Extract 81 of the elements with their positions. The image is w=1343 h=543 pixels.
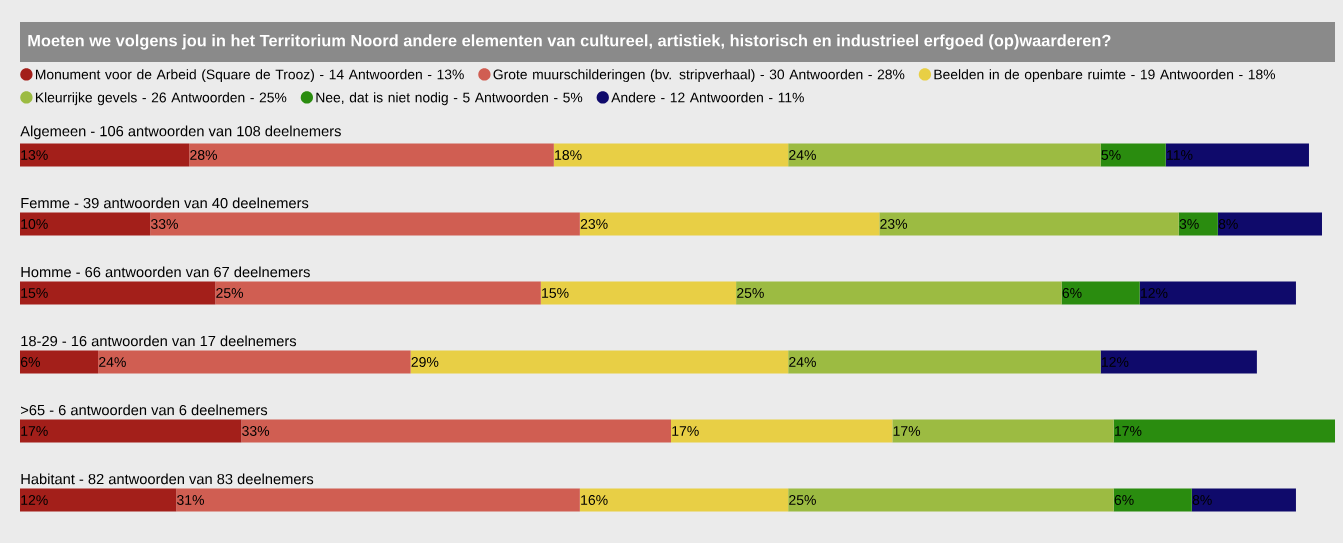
bar — [1100, 350, 1257, 374]
bar — [1061, 281, 1140, 305]
data-label: 11% — [1167, 150, 1193, 160]
data-label: 8% — [1192, 495, 1212, 505]
data-label: 33% — [242, 426, 270, 436]
data-label: 12% — [1141, 288, 1168, 298]
bar — [892, 419, 1114, 443]
data-label: 18% — [555, 150, 582, 160]
y-tick-label: >65 - 6 antwoorden van 6 deelnemers — [21, 404, 268, 416]
data-label: 15% — [542, 288, 569, 298]
bar — [1191, 488, 1296, 512]
bar — [788, 350, 1101, 374]
data-label: 5% — [1101, 150, 1121, 160]
data-label: 3% — [1179, 219, 1199, 229]
bar — [98, 350, 411, 374]
bar — [670, 419, 893, 443]
y-tick-label: Algemeen - 106 antwoorden van 108 deelnemers — [20, 125, 341, 140]
bar — [736, 281, 1062, 305]
data-label: 17% — [21, 426, 48, 436]
y-tick-label: 18-29 - 16 antwoorden van 17 deelnemers — [21, 335, 297, 347]
data-label: 25% — [216, 288, 244, 298]
bar — [1113, 419, 1336, 443]
data-label: 24% — [99, 357, 126, 367]
y-tick-label: Homme - 66 antwoorden van 67 deelnemers — [21, 266, 310, 278]
bar — [150, 212, 580, 236]
data-label: 15% — [21, 288, 48, 298]
bar — [189, 143, 554, 167]
data-label: 24% — [789, 150, 816, 160]
bar — [20, 419, 242, 443]
data-label: 6% — [1114, 495, 1134, 505]
data-label: 17% — [1115, 426, 1142, 436]
data-label: 25% — [789, 495, 816, 505]
data-label: 10% — [21, 219, 48, 229]
data-label: 17% — [672, 426, 699, 436]
bar — [1178, 212, 1218, 236]
bar — [1113, 488, 1192, 512]
bar — [215, 281, 541, 305]
bar — [540, 281, 737, 305]
chart-title: Moeten we volgens jou in het Territorium Noord andere elementen van cultureel, artistiek, historisch en industrieel erfgoed (op)waarderen? — [28, 34, 1111, 50]
bar — [20, 281, 216, 305]
bar — [553, 143, 789, 167]
data-label: 33% — [150, 219, 178, 229]
data-label: 24% — [789, 357, 816, 367]
bar — [20, 212, 151, 236]
legend-label: Beelden in de openbare ruimte - 19 Antwoorden - 18% — [934, 69, 1276, 83]
data-label: 16% — [581, 495, 608, 505]
data-label: 28% — [190, 150, 218, 160]
bar — [1139, 281, 1296, 305]
data-label: 23% — [580, 219, 608, 229]
bar — [1217, 212, 1322, 236]
data-label: 17% — [893, 426, 921, 436]
data-label: 12% — [1101, 357, 1129, 367]
bar — [20, 143, 190, 167]
bar — [176, 488, 580, 512]
data-label: 23% — [880, 219, 908, 229]
data-label: 31% — [177, 495, 205, 505]
data-label: 12% — [21, 495, 48, 505]
bar — [1100, 143, 1166, 167]
legend-label: Andere - 12 Antwoorden - 11% — [611, 92, 804, 103]
data-label: 13% — [21, 150, 48, 160]
bar — [788, 488, 1114, 512]
bar — [1165, 143, 1309, 167]
bar — [579, 212, 880, 236]
bar — [20, 350, 99, 374]
y-tick-label: Habitant - 82 antwoorden van 83 deelnemers — [21, 473, 314, 485]
bar — [241, 419, 671, 443]
data-label: 8% — [1218, 219, 1238, 229]
bar — [579, 488, 789, 512]
legend-label: Monument voor de Arbeid (Square de Trooz) - 14 Antwoorden - 13% — [35, 69, 464, 83]
y-tick-label: Femme - 39 antwoorden van 40 deelnemers — [21, 197, 309, 209]
data-label: 25% — [737, 288, 764, 298]
bar — [879, 212, 1179, 236]
legend-label: Grote muurschilderingen (bv. stripverhaal) - 30 Antwoorden - 28% — [493, 69, 905, 83]
data-label: 6% — [20, 357, 40, 367]
data-label: 6% — [1062, 288, 1082, 298]
bar — [788, 143, 1101, 167]
legend-label: Nee, dat is niet nodig - 5 Antwoorden - 5% — [316, 92, 583, 106]
data-label: 29% — [411, 357, 439, 367]
legend-label: Kleurrijke gevels - 26 Antwoorden - 25% — [35, 92, 287, 106]
bar — [410, 350, 789, 374]
bar — [20, 488, 177, 512]
